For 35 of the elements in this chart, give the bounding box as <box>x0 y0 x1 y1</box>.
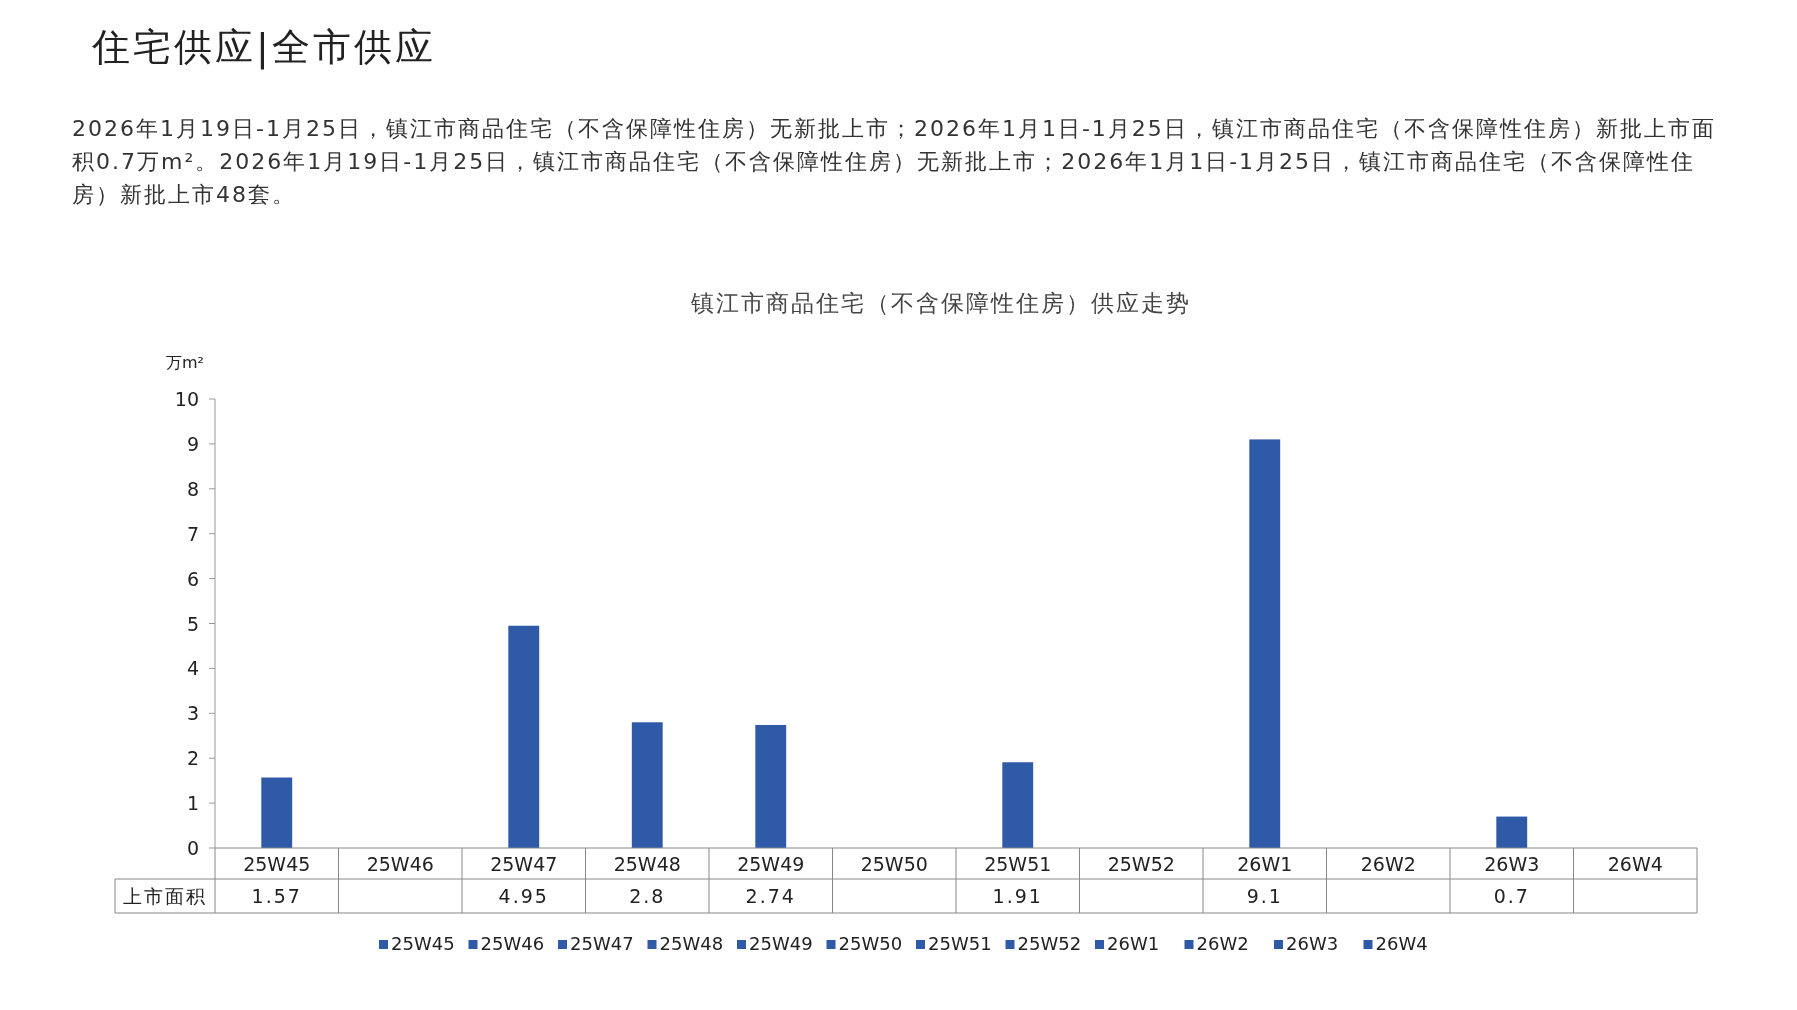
text: 住宅供应|全市供应 <box>92 24 436 72</box>
y-axis-title: 万m² <box>166 353 204 372</box>
x-tick-label: 25W45 <box>243 853 311 875</box>
x-tick-label: 25W51 <box>984 853 1052 875</box>
x-tick-label: 25W52 <box>1107 853 1175 875</box>
data-label: 2.74 <box>745 885 796 907</box>
y-tick-label: 4 <box>186 657 199 680</box>
y-tick-label: 8 <box>186 477 199 500</box>
y-tick-label: 9 <box>186 432 199 455</box>
y-tick-label: 0 <box>186 837 199 859</box>
x-tick-label: 25W49 <box>737 853 805 875</box>
y-tick-label: 7 <box>186 522 199 545</box>
x-tick-label: 25W50 <box>860 853 928 875</box>
x-tick-label: 25W47 <box>490 853 558 875</box>
y-tick-label: 10 <box>174 388 199 410</box>
x-tick-label: 26W3 <box>1484 853 1540 875</box>
data-label: 4.95 <box>498 885 549 907</box>
y-tick-label: 2 <box>186 747 199 770</box>
y-tick-label: 5 <box>186 612 199 635</box>
x-tick-label: 25W48 <box>613 853 681 875</box>
data-label: 1.57 <box>251 885 302 907</box>
y-tick-label: 6 <box>186 567 199 590</box>
data-label: 1.91 <box>992 885 1043 907</box>
chart-title: 镇江市商品住宅（不含保障性住房）供应走势 <box>690 290 1191 316</box>
x-tick-label: 26W4 <box>1607 853 1663 875</box>
data-label: 9.1 <box>1246 885 1283 907</box>
data-label: 2.8 <box>629 885 666 907</box>
text: 2026年1月19日-1月25日，镇江市商品住宅（不含保障性住房）无新批上市；2026年1月1日-1月25日，镇江市商品住宅（不含保障性住房）新批上市面积0.7万m²。2026年1月19日-1月25日，镇江市商品住宅（不含保障性住房）无新批上市；2026年1月1日-1月25日，镇江市商品住宅（不含保障性住房）新批上市48套。 <box>72 115 1717 209</box>
x-tick-label: 26W1 <box>1237 853 1293 875</box>
y-tick-label: 1 <box>186 792 199 815</box>
x-tick-label: 26W2 <box>1360 853 1416 875</box>
text: 上市面积 <box>123 885 207 907</box>
y-tick-label: 3 <box>186 702 199 725</box>
data-label: 0.7 <box>1493 885 1530 907</box>
x-tick-label: 25W46 <box>366 853 434 875</box>
